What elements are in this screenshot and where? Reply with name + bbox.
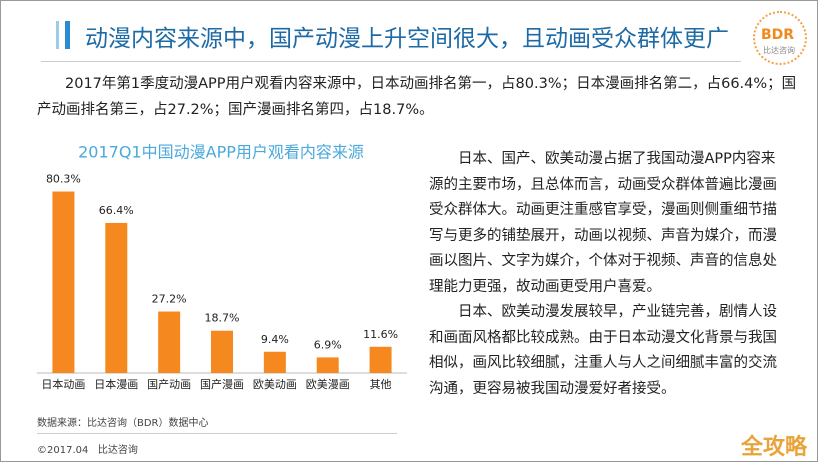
footer: ©2017.04 比达咨询 xyxy=(37,445,138,456)
chart: 2017Q1中国动漫APP用户观看内容来源 80.3% 日本动画 66.4% 日本漫画… xyxy=(37,143,407,391)
watermark: 全攻略 xyxy=(741,435,808,460)
bar xyxy=(316,357,339,373)
divider xyxy=(37,433,397,434)
paragraph: 日本、国产、欧美动漫占据了我国动漫APP内容来源的主要市场，且总体而言，动画受众… xyxy=(429,151,777,295)
value-label: 18.7% xyxy=(205,312,240,325)
bar xyxy=(52,191,75,373)
x-tick-label: 其他 xyxy=(370,378,392,391)
bar xyxy=(105,222,128,373)
value-label: 80.3% xyxy=(46,173,81,186)
source: 数据来源：比达咨询（BDR）数据中心 xyxy=(37,418,209,429)
bar xyxy=(211,330,233,373)
analysis: 日本、国产、欧美动漫占据了我国动漫APP内容来源的主要市场，且总体而言，动画受众… xyxy=(429,147,785,402)
bar xyxy=(158,311,181,373)
x-tick-label: 欧美动画 xyxy=(253,378,297,391)
value-label: 66.4% xyxy=(99,204,134,217)
value-label: 9.4% xyxy=(261,333,289,346)
x-tick-label: 欧美漫画 xyxy=(306,377,350,391)
x-tick-label: 日本漫画 xyxy=(94,377,138,391)
chart-title: 2017Q1中国动漫APP用户观看内容来源 xyxy=(78,143,364,162)
x-tick-label: 日本动画 xyxy=(41,377,85,391)
value-label: 6.9% xyxy=(314,338,342,351)
x-tick-label: 国产动画 xyxy=(147,377,191,391)
title-accent xyxy=(56,21,59,49)
bar xyxy=(369,346,392,373)
logo-sub: 比达咨询 xyxy=(763,46,795,55)
value-label: 11.6% xyxy=(363,328,398,341)
bar xyxy=(263,351,286,373)
title-accent xyxy=(65,21,70,49)
logo-ring xyxy=(753,11,807,65)
paragraph: 日本、欧美动漫发展较早，产业链完善，剧情人设和画面风格都比较成熟。由于日本动漫文… xyxy=(429,304,777,397)
divider xyxy=(41,61,741,62)
slide-title: 动漫内容来源中，国产动漫上升空间很大，且动画受众群体更广 xyxy=(85,26,729,52)
logo: BDR xyxy=(761,27,795,43)
value-label: 27.2% xyxy=(152,293,187,306)
x-tick-label: 国产漫画 xyxy=(200,377,244,391)
intro-text: 2017年第1季度动漫APP用户观看内容来源中，日本动画排名第一，占80.3%；… xyxy=(37,76,797,118)
